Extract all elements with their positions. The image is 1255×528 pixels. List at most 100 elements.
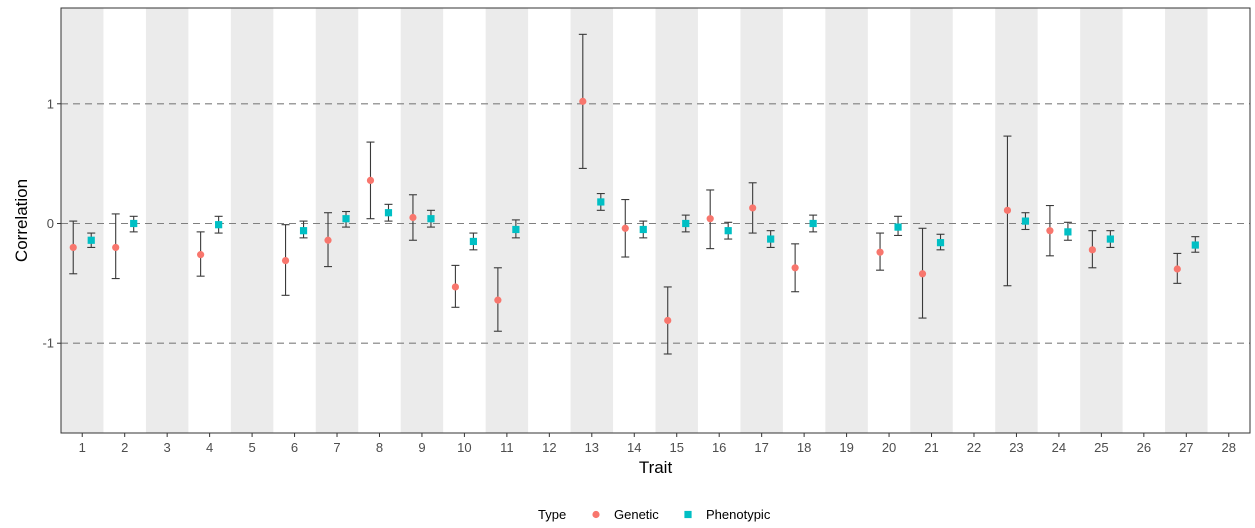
band-trait-25 [1080,8,1123,433]
y-axis-title: Correlation [12,179,31,262]
point-phenotypic [384,209,393,217]
x-tick-label: 28 [1222,440,1236,455]
band-trait-7 [315,8,359,433]
legend: Type Genetic Phenotypic [538,507,771,522]
point-genetic [366,176,375,184]
x-tick-label: 18 [797,440,811,455]
x-tick-label: 19 [839,440,853,455]
point-genetic [664,316,672,325]
point-phenotypic [639,225,647,234]
point-phenotypic [215,221,223,229]
x-tick-label: 2 [121,440,128,455]
point-phenotypic [1106,235,1114,243]
point-phenotypic [1191,241,1199,249]
x-tick-label: 22 [967,440,981,455]
band-trait-27 [1165,8,1208,433]
x-tick-label: 20 [882,440,896,455]
band-trait-9 [400,8,444,433]
point-genetic [112,243,120,252]
x-axis-ticks: 1 2 3 4 5 6 7 8 9 10 11 12 13 14 15 16 17 18 19 20 21 22 23 24 2… [79,433,1236,455]
x-tick-label: 23 [1009,440,1023,455]
point-genetic [1088,246,1096,254]
x-tick-label: 12 [542,440,556,455]
point-phenotypic [342,215,350,223]
reference-lines [61,103,1250,344]
point-genetic [579,97,587,105]
point-genetic [791,264,799,272]
band-trait-17 [740,8,783,433]
x-tick-label: 14 [627,440,641,455]
point-phenotypic [724,227,732,235]
x-tick-label: 27 [1179,440,1193,455]
y-tick-label: 1 [47,96,54,111]
legend-label: Genetic [614,507,659,522]
point-phenotypic [936,239,945,247]
point-phenotypic [512,225,520,234]
point-phenotypic [87,236,95,244]
x-tick-label: 1 [79,440,86,455]
x-tick-label: 11 [500,440,514,455]
x-tick-label: 25 [1094,440,1108,455]
point-genetic [69,243,77,252]
y-tick-label: 0 [47,216,54,231]
data-points [69,97,1199,325]
point-genetic [621,224,629,232]
point-phenotypic [427,215,435,223]
x-tick-label: 16 [712,440,726,455]
x-tick-label: 5 [248,440,255,455]
panel-border [60,7,1251,434]
y-axis-ticks: -1 0 1 [42,96,61,351]
x-tick-label: 9 [418,440,425,455]
point-genetic [749,204,757,212]
x-tick-label: 4 [206,440,213,455]
legend-key-phenotypic [684,510,692,519]
point-phenotypic [682,219,690,228]
x-tick-label: 21 [924,440,938,455]
band-trait-1 [61,8,104,433]
point-phenotypic [130,219,138,228]
point-genetic [494,296,502,304]
point-phenotypic [767,235,775,243]
point-phenotypic [469,237,478,246]
x-tick-label: 26 [1137,440,1151,455]
point-phenotypic [894,223,902,231]
point-phenotypic [1064,228,1072,236]
point-genetic [706,215,714,223]
legend-key-genetic [592,510,600,519]
x-tick-label: 8 [376,440,383,455]
point-genetic [1046,227,1054,235]
point-genetic [1173,265,1181,273]
x-tick-label: 7 [333,440,340,455]
band-trait-19 [825,8,868,433]
point-phenotypic [299,227,308,235]
trait-background-bands [61,8,1208,433]
point-genetic [1003,206,1012,214]
point-genetic [451,283,460,291]
band-trait-21 [910,8,953,433]
x-tick-label: 15 [669,440,683,455]
band-trait-23 [995,8,1038,433]
point-genetic [876,248,884,256]
point-genetic [281,257,290,265]
point-genetic [409,213,417,222]
point-phenotypic [1021,217,1030,225]
point-genetic [918,270,927,278]
x-axis-title: Trait [639,458,673,477]
legend-title: Type [538,507,566,522]
band-trait-15 [655,8,698,433]
x-tick-label: 13 [585,440,599,455]
band-trait-11 [485,8,529,433]
x-tick-label: 17 [754,440,768,455]
band-trait-5 [230,8,274,433]
point-genetic [324,236,332,244]
band-trait-3 [145,8,189,433]
x-tick-label: 24 [1052,440,1066,455]
x-tick-label: 3 [164,440,171,455]
x-tick-label: 10 [457,440,471,455]
y-tick-label: -1 [42,336,54,351]
point-phenotypic [809,219,817,228]
point-phenotypic [597,198,605,206]
x-tick-label: 6 [291,440,298,455]
band-trait-13 [570,8,614,433]
